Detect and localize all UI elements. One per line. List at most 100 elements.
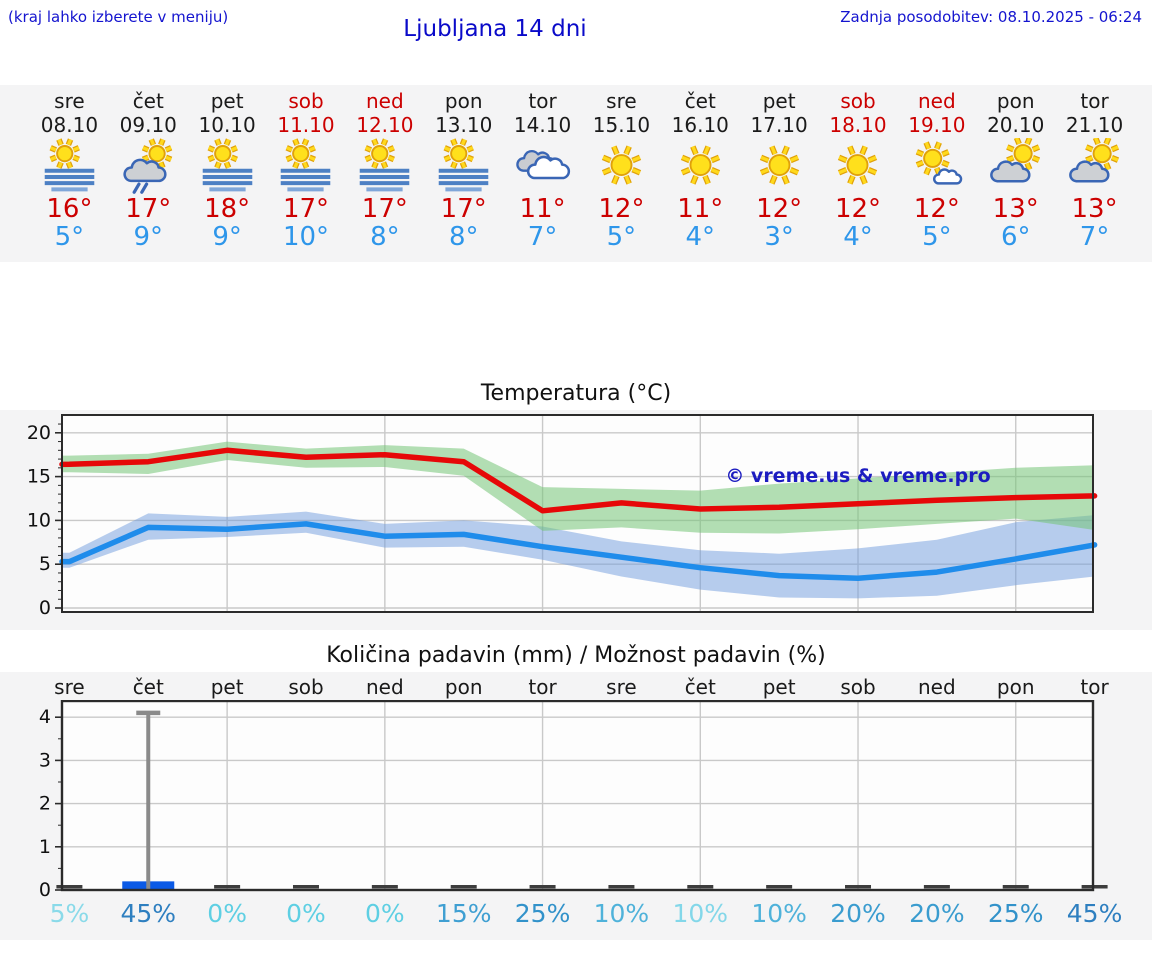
low-temp-label: 9°: [133, 222, 164, 252]
day-name-label: ned: [918, 89, 956, 113]
weather-icon-sun-cloud: [990, 138, 1041, 183]
low-temp-label: 10°: [282, 222, 330, 252]
precip-y-tick-label: 3: [39, 749, 51, 771]
low-temp-label: 9°: [212, 222, 242, 252]
precip-zero-mark: [450, 885, 477, 889]
precip-day-label: sob: [840, 675, 876, 699]
precip-day-label: čet: [132, 675, 164, 699]
day-column: ned 12.10 17° 8°: [345, 85, 424, 251]
precip-zero-mark: [1081, 885, 1108, 889]
day-name-label: sre: [54, 89, 85, 113]
precip-probability-row: 5% 45% 0% 0% 0% 15% 25% 10% 10% 10% 20% 20% 25% 45%: [30, 899, 1134, 928]
weather-icon-sun-cloud: [1069, 138, 1120, 183]
low-temp-label: 8°: [370, 222, 400, 252]
high-temp-label: 12°: [913, 194, 960, 224]
menu-hint-link[interactable]: (kraj lahko izberete v meniju): [8, 8, 229, 26]
precip-y-tick-label: 1: [39, 836, 51, 858]
precip-day-label: pon: [444, 675, 483, 699]
precip-probability-label: 10%: [593, 899, 650, 928]
day-column: pon 20.10 13° 6°: [976, 85, 1055, 251]
day-column: sre 08.10 16° 5°: [30, 85, 109, 251]
precip-probability-label: 0%: [286, 899, 326, 928]
precip-probability-label: 45%: [120, 899, 177, 928]
precip-probability-label: 0%: [207, 899, 247, 928]
temp-line-series: [59, 447, 1098, 514]
precip-day-label: tor: [528, 675, 557, 699]
page-title: Ljubljana 14 dni: [403, 16, 587, 42]
weather-icon-sun-cloud-small: [916, 141, 963, 185]
low-temp-label: 5°: [606, 222, 637, 252]
precip-zero-mark: [529, 885, 556, 889]
precip-probability-label: 20%: [909, 899, 965, 928]
precip-day-label: sob: [288, 675, 324, 699]
day-date-label: 18.10: [829, 113, 887, 137]
precip-y-tick-label: 2: [39, 793, 51, 815]
low-temp-label: 4°: [685, 222, 716, 252]
day-icon: [897, 138, 976, 194]
watermark: © vreme.us & vreme.pro: [725, 465, 990, 487]
precip-zero-mark: [292, 885, 319, 889]
day-icon: [345, 138, 424, 194]
precip-day-label: sre: [606, 675, 637, 699]
day-date-label: 20.10: [987, 113, 1045, 137]
precip-probability-label: 25%: [987, 899, 1044, 928]
day-date-label: 16.10: [671, 113, 729, 137]
high-temp-label: 17°: [125, 194, 172, 224]
temp-y-tick-label: 15: [27, 466, 51, 488]
low-temp-label: 8°: [448, 222, 479, 252]
precip-zero-mark: [371, 885, 398, 889]
high-temp-label: 11°: [519, 194, 566, 224]
precip-y-tick-label: 0: [39, 879, 51, 898]
day-column: sob 18.10 12° 4°: [819, 85, 898, 251]
day-column: tor 21.10 13° 7°: [1055, 85, 1134, 251]
day-date-label: 09.10: [119, 113, 177, 137]
forecast-day-strip: sre 08.10 16° 5° čet 09.10 17° 9° pet 10.10 18°…: [0, 85, 1152, 262]
day-name-label: ned: [366, 89, 404, 113]
last-update-label: Zadnja posodobitev: 08.10.2025 - 06:24: [840, 8, 1142, 26]
temp-line-series: [59, 521, 1098, 581]
precip-gridlines: [62, 701, 1093, 890]
day-date-label: 19.10: [908, 113, 966, 137]
weather-icon-sun-fog: [281, 138, 331, 192]
low-temp-label: 4°: [843, 222, 873, 252]
day-name-label: sob: [288, 89, 324, 113]
precip-probability-label: 45%: [1066, 899, 1123, 928]
day-icon: [188, 138, 267, 194]
temp-y-tick-label: 5: [39, 553, 51, 575]
precip-probability-label: 10%: [672, 899, 729, 928]
day-date-label: 11.10: [277, 113, 335, 137]
low-temp-label: 5°: [922, 222, 952, 252]
day-column: pet 10.10 18° 9°: [188, 85, 267, 251]
low-temp-label: 6°: [1000, 222, 1031, 252]
precip-zero-mark: [608, 885, 635, 889]
weather-icon-sunny: [680, 145, 720, 185]
day-name-label: pon: [996, 89, 1035, 113]
precip-probability-label: 15%: [435, 899, 492, 928]
day-column: pon 13.10 17° 8°: [424, 85, 503, 251]
high-temp-label: 18°: [204, 194, 251, 224]
high-temp-label: 17°: [361, 194, 408, 224]
weather-icon-sunny: [759, 145, 799, 185]
day-date-label: 13.10: [435, 113, 493, 137]
day-name-label: čet: [132, 89, 164, 113]
temp-chart-title: Temperatura (°C): [480, 381, 672, 406]
weather-icon-sun-fog: [44, 138, 95, 192]
day-column: čet 09.10 17° 9°: [109, 85, 188, 251]
precip-chart-title: Količina padavin (mm) / Možnost padavin …: [326, 643, 826, 668]
low-temp-label: 7°: [527, 222, 558, 252]
precip-probability-label: 10%: [751, 899, 807, 928]
day-column: sob 11.10 17° 10°: [267, 85, 346, 251]
weather-icon-sun-fog: [360, 138, 410, 192]
day-name-label: sob: [840, 89, 876, 113]
precip-probability-label: 5%: [49, 899, 90, 928]
day-icon: [819, 138, 898, 194]
day-columns: sre 08.10 16° 5° čet 09.10 17° 9° pet 10.10 18°…: [30, 85, 1134, 251]
day-name-label: tor: [528, 89, 557, 113]
precip-day-label: ned: [366, 675, 404, 699]
low-temp-label: 5°: [54, 222, 85, 252]
day-name-label: pet: [762, 89, 796, 113]
day-date-label: 17.10: [750, 113, 808, 137]
precip-day-label: pon: [996, 675, 1035, 699]
high-temp-label: 17°: [440, 194, 487, 224]
day-column: ned 19.10 12° 5°: [897, 85, 976, 251]
